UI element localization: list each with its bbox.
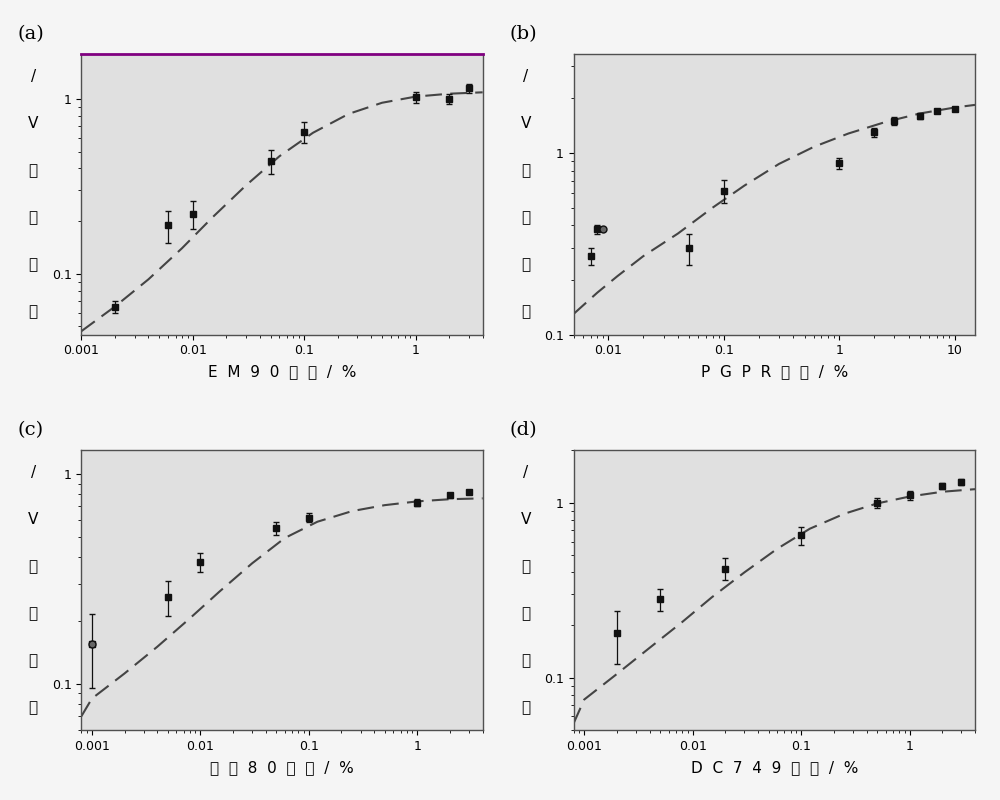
Text: /: / (523, 69, 528, 84)
Text: 临: 临 (29, 701, 38, 715)
Text: /: / (31, 465, 36, 480)
X-axis label: E  M  9  0  浓  度  /  %: E M 9 0 浓 度 / % (208, 364, 356, 379)
Text: 压: 压 (521, 163, 530, 178)
Text: 临: 临 (29, 305, 38, 319)
X-axis label: 司  班  8  0  浓  度  /  %: 司 班 8 0 浓 度 / % (210, 760, 354, 775)
Text: 电: 电 (521, 606, 530, 622)
Text: 界: 界 (521, 654, 530, 668)
Text: 界: 界 (29, 258, 38, 273)
Text: 电: 电 (29, 210, 38, 226)
Text: 界: 界 (521, 258, 530, 273)
Text: 临: 临 (521, 305, 530, 319)
Text: 电: 电 (29, 606, 38, 622)
Text: V: V (520, 512, 531, 527)
Text: (d): (d) (510, 421, 537, 439)
Text: 压: 压 (29, 163, 38, 178)
Text: 电: 电 (521, 210, 530, 226)
Text: /: / (523, 465, 528, 480)
Text: 界: 界 (29, 654, 38, 668)
Text: /: / (31, 69, 36, 84)
Text: V: V (28, 116, 38, 131)
Text: 临: 临 (521, 701, 530, 715)
Text: 压: 压 (521, 559, 530, 574)
X-axis label: D  C  7  4  9  浓  度  /  %: D C 7 4 9 浓 度 / % (691, 760, 858, 775)
Text: 压: 压 (29, 559, 38, 574)
Text: V: V (520, 116, 531, 131)
Text: (b): (b) (510, 25, 537, 43)
Text: (a): (a) (17, 25, 44, 43)
X-axis label: P  G  P  R  浓  度  /  %: P G P R 浓 度 / % (701, 364, 848, 379)
Text: (c): (c) (17, 421, 43, 439)
Text: V: V (28, 512, 38, 527)
